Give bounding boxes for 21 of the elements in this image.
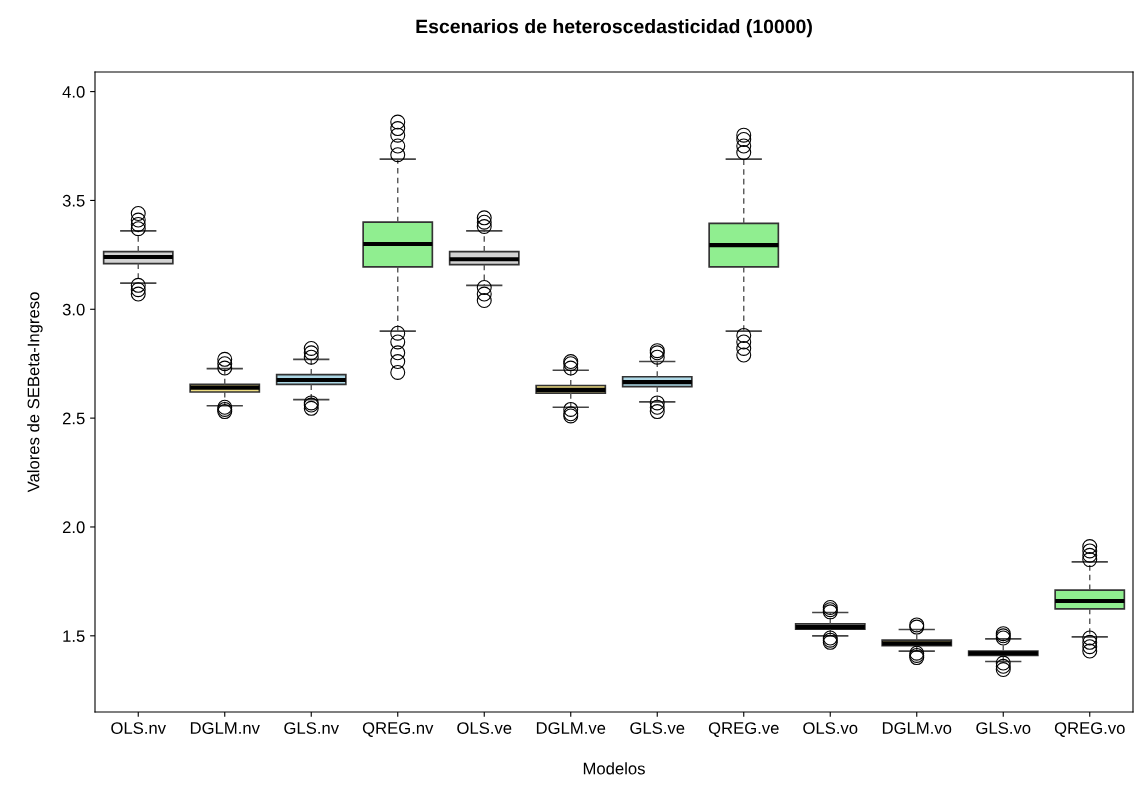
chart-title: Escenarios de heteroscedasticidad (10000) [416,19,812,38]
y-axis-title: Valores de SEBeta-Ingreso [27,292,43,493]
x-tick-label: DGLM.vo [882,722,952,734]
y-tick-label: 4.0 [62,85,85,98]
x-tick-label: OLS.nv [111,722,166,734]
y-tick-label: 1.5 [63,630,85,643]
x-tick-label: QREG.ve [708,722,779,737]
x-tick-label: QREG.vo [1054,722,1125,737]
x-tick-label: OLS.vo [803,722,858,734]
x-tick-label: GLS.nv [284,722,339,734]
x-tick-label: QREG.nv [362,722,434,737]
y-tick-label: 2.0 [62,521,85,534]
x-tick-label: DGLM.ve [536,722,606,734]
x-tick-label: DGLM.nv [190,722,260,734]
y-tick-label: 3.0 [62,303,85,316]
x-tick-label: GLS.ve [630,722,685,734]
y-tick-label: 3.5 [62,194,85,207]
x-tick-label: GLS.vo [976,722,1031,734]
y-tick-label: 2.5 [62,412,85,425]
x-axis-title: Modelos [583,762,645,775]
x-tick-label: OLS.ve [457,722,512,734]
